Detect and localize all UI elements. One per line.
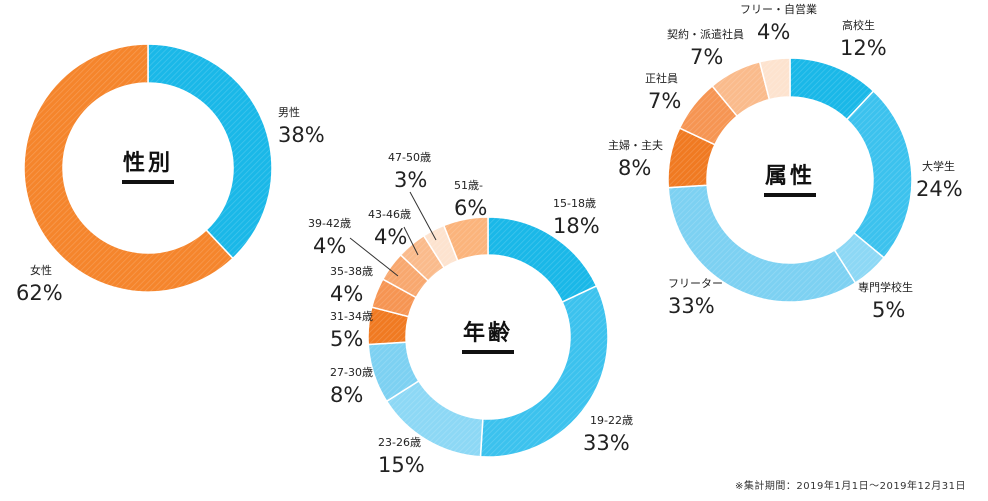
- segment-label-2-6: 契約・派遣社員: [667, 27, 744, 41]
- leader-line-1-7: [403, 226, 419, 256]
- segment-percent-1-6: 4%: [313, 234, 346, 258]
- donut-slice-texture-2-3: [668, 185, 856, 302]
- segment-label-1-9: 51歳-: [454, 179, 483, 192]
- donut-slice-texture-1-1: [480, 285, 608, 457]
- segment-percent-2-2: 5%: [872, 298, 905, 322]
- segment-percent-2-7: 4%: [757, 20, 790, 44]
- segment-percent-1-2: 15%: [378, 453, 425, 477]
- segment-label-1-1: 19-22歳: [590, 414, 633, 427]
- segment-label-1-8: 47-50歳: [388, 151, 431, 164]
- chart-center-title: 年齢: [463, 320, 513, 346]
- donut-slice-texture-2-1: [846, 91, 912, 258]
- segment-label-1-4: 31-34歳: [330, 310, 373, 323]
- segment-percent-0-1: 62%: [16, 281, 63, 305]
- segment-percent-1-8: 3%: [394, 168, 427, 192]
- segment-percent-1-1: 33%: [583, 431, 630, 455]
- donut-slice-texture-1-8: [423, 225, 458, 268]
- segment-label-2-1: 大学生: [922, 159, 955, 173]
- age-chart: 15-18歳 18% 19-22歳 33% 23-26歳 15% 27-30歳 8% 31-34…: [308, 151, 633, 477]
- segment-percent-2-6: 7%: [690, 45, 723, 69]
- donut-slice-texture-2-2: [834, 232, 885, 284]
- donut-slice-texture-1-3: [368, 342, 419, 402]
- donut-slice-texture-1-0: [488, 217, 597, 303]
- donut-slice-texture-1-9: [443, 217, 488, 261]
- donut-slice-texture-2-6: [712, 61, 770, 117]
- segment-label-2-5: 正社員: [645, 71, 678, 85]
- segment-label-2-7: フリー・自営業: [740, 2, 817, 16]
- segment-percent-2-3: 33%: [668, 294, 715, 318]
- chart-title-underline: [122, 180, 174, 184]
- leader-line-1-6: [349, 237, 399, 277]
- segment-label-0-1: 女性: [30, 263, 52, 277]
- segment-percent-1-9: 6%: [454, 196, 487, 220]
- segment-label-2-2: 専門学校生: [858, 280, 913, 294]
- segment-percent-2-0: 12%: [840, 36, 887, 60]
- chart-title-underline: [764, 193, 816, 197]
- segment-label-1-0: 15-18歳: [553, 197, 596, 210]
- segment-label-2-3: フリーター: [668, 277, 723, 290]
- donut-slice-texture-0-1: [24, 44, 233, 292]
- attribute-chart: 高校生 12% 大学生 24% 専門学校生 5% フリーター 33% 主婦・主夫 8% 正社員 7% 契…: [608, 2, 963, 322]
- segment-percent-2-5: 7%: [648, 89, 681, 113]
- segment-percent-2-1: 24%: [916, 177, 963, 201]
- donut-slice-texture-2-7: [759, 58, 790, 100]
- segment-label-1-3: 27-30歳: [330, 366, 373, 379]
- segment-label-0-0: 男性: [278, 105, 300, 119]
- gender-chart: 男性 38% 女性 62% 性別: [16, 43, 325, 305]
- donut-slice-texture-2-0: [790, 58, 874, 120]
- donut-slice-texture-0-0: [148, 44, 273, 259]
- leader-line-1-8: [409, 191, 437, 241]
- segment-percent-1-4: 5%: [330, 327, 363, 351]
- segment-percent-1-5: 4%: [330, 282, 363, 306]
- segment-percent-1-7: 4%: [374, 225, 407, 249]
- chart-center-title: 性別: [123, 151, 173, 176]
- segment-label-1-2: 23-26歳: [378, 436, 421, 449]
- donut-slice-texture-1-7: [400, 235, 445, 281]
- segment-percent-1-3: 8%: [330, 383, 363, 407]
- segment-label-2-4: 主婦・主夫: [608, 138, 663, 152]
- chart-title-underline: [462, 350, 514, 354]
- segment-label-1-7: 43-46歳: [368, 208, 411, 221]
- donut-slice-texture-1-2: [386, 380, 483, 457]
- donut-slice-texture-1-6: [382, 254, 429, 298]
- donut-slice-texture-2-5: [679, 85, 738, 145]
- donut-slice-texture-2-4: [668, 128, 715, 188]
- segment-percent-0-0: 38%: [278, 123, 325, 147]
- segment-label-1-5: 35-38歳: [330, 265, 373, 278]
- segment-label-2-0: 高校生: [842, 18, 875, 32]
- segment-percent-1-0: 18%: [553, 214, 600, 238]
- segment-label-1-6: 39-42歳: [308, 217, 351, 230]
- segment-percent-2-4: 8%: [618, 156, 651, 180]
- donut-slice-texture-1-5: [371, 279, 417, 317]
- aggregation-period-note: ※集計期間：2019年1月1日～2019年12月31日: [735, 481, 966, 492]
- donut-slice-texture-1-4: [368, 307, 409, 345]
- chart-center-title: 属性: [765, 164, 815, 189]
